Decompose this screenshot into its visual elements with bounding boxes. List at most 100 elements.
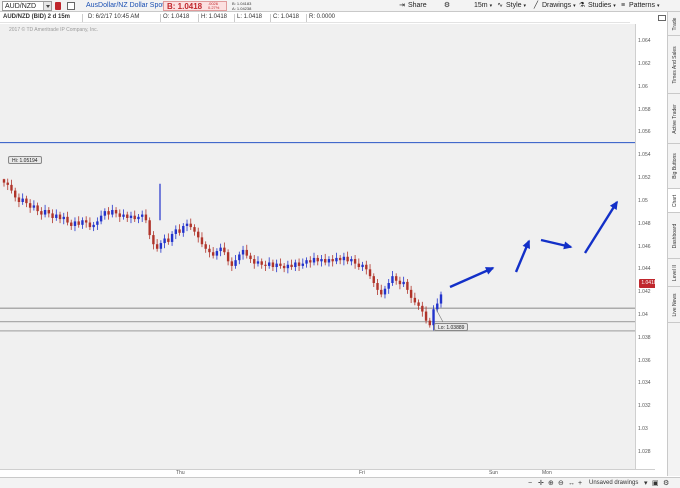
- tab-live-news[interactable]: Live News: [668, 287, 680, 323]
- candle-body: [163, 238, 166, 244]
- x-tick-label: Sun: [489, 470, 498, 476]
- pencil-icon: ╱: [533, 2, 539, 9]
- candle-body: [376, 283, 379, 290]
- divider: [198, 14, 199, 22]
- candle-body: [249, 255, 252, 260]
- y-tick-label: 1.038: [638, 334, 651, 341]
- ohlc-close: C: 1.0418: [273, 14, 300, 20]
- candle-body: [282, 265, 286, 269]
- candle-body: [96, 221, 99, 225]
- y-tick-label: 1.062: [638, 60, 651, 67]
- patterns-icon: ≡: [620, 2, 626, 9]
- arrow-head: [563, 241, 573, 250]
- studies-button[interactable]: ⚗ Studies ▾: [578, 2, 616, 9]
- candle-body: [428, 320, 431, 326]
- price-chart[interactable]: [0, 24, 635, 469]
- tab-dashboard[interactable]: Dashboard: [668, 213, 680, 259]
- time-axis[interactable]: [0, 469, 655, 477]
- candle-body: [84, 220, 88, 223]
- crosshair-toggle-icon[interactable]: +: [578, 480, 583, 487]
- ohlc-high: H: 1.0418: [201, 14, 228, 20]
- tab-chart[interactable]: Chart: [668, 189, 680, 213]
- price-axis[interactable]: [635, 24, 655, 469]
- divider: [234, 14, 235, 22]
- candle-body: [309, 260, 312, 263]
- candle-body: [245, 249, 248, 256]
- tab-trade[interactable]: Trade: [668, 12, 680, 36]
- y-tick-label: 1.046: [638, 243, 651, 250]
- candle-body: [185, 223, 189, 226]
- tab-times-and-sales[interactable]: Times And Sales: [668, 36, 680, 94]
- interval-button[interactable]: 15m ▾: [474, 2, 493, 9]
- candle-body: [253, 259, 256, 264]
- zoom-in-icon[interactable]: ⊕: [548, 480, 554, 487]
- candle-body: [383, 288, 387, 295]
- candle-body: [223, 247, 226, 253]
- crosshair-icon[interactable]: ✛: [538, 480, 544, 487]
- candle-body: [107, 211, 110, 215]
- symbol-input[interactable]: AUD/NZD: [2, 1, 52, 11]
- chart-toolbar: AUD/NZD AusDollar/NZ Dollar Spot B: 1.04…: [0, 0, 680, 12]
- candle-body: [331, 259, 334, 262]
- candle-body: [316, 257, 319, 262]
- candle-body: [129, 215, 133, 218]
- candle-body: [380, 289, 383, 295]
- candle-body: [178, 229, 181, 233]
- divider: [160, 14, 161, 22]
- candle-body: [81, 220, 84, 225]
- gear-icon[interactable]: ⚙: [663, 480, 670, 487]
- style-button[interactable]: ∿ Style ▾: [497, 2, 526, 9]
- y-tick-label: 1.032: [638, 403, 651, 410]
- chevron-down-icon[interactable]: [43, 2, 51, 10]
- candle-body: [357, 263, 361, 268]
- candle-body: [301, 263, 305, 266]
- candle-body: [398, 280, 402, 285]
- y-tick-label: 1.054: [638, 152, 651, 159]
- bid-ask-quote: B: 1.04183 A: 1.04238: [232, 1, 252, 11]
- right-gutter: [655, 24, 667, 469]
- candle-body: [159, 243, 163, 249]
- candle-body: [204, 244, 207, 249]
- chart-title: AUD/NZD (BID) 2 d 15m: [3, 14, 71, 20]
- candle-body: [260, 261, 263, 265]
- candle-body: [200, 237, 204, 245]
- tab-big-buttons[interactable]: Big Buttons: [668, 144, 680, 189]
- candle-body: [409, 289, 413, 298]
- last-price-tag: 1.0418: [639, 279, 659, 288]
- candle-body: [346, 256, 349, 262]
- drawn-arrow[interactable]: [583, 201, 619, 254]
- candle-body: [144, 214, 148, 221]
- save-icon[interactable]: ▣: [652, 480, 659, 487]
- divider: [270, 14, 271, 22]
- candle-body: [118, 213, 121, 217]
- window-icon[interactable]: [658, 15, 666, 21]
- tab-level-ii[interactable]: Level II: [668, 259, 680, 287]
- candle-body: [439, 294, 443, 304]
- settings-button[interactable]: ⚙: [443, 1, 451, 11]
- candle-body: [387, 283, 390, 289]
- share-button[interactable]: ⇥ Share: [399, 2, 427, 9]
- zoom-out-icon[interactable]: −: [528, 480, 533, 487]
- candle-body: [197, 231, 200, 238]
- tab-active-trader[interactable]: Active Trader: [668, 94, 680, 144]
- candle-body: [324, 259, 327, 263]
- y-tick-label: 1.044: [638, 266, 651, 273]
- zoom-icon[interactable]: ⊖: [558, 480, 564, 487]
- candle-body: [73, 221, 77, 226]
- pan-icon[interactable]: ↔: [568, 480, 575, 487]
- options-icon[interactable]: [67, 2, 75, 10]
- link-icon[interactable]: [55, 2, 61, 10]
- y-tick-label: 1.042: [638, 289, 651, 296]
- bid-price-box: B: 1.0418 .0026 0.27%: [163, 1, 227, 11]
- candle-body: [271, 262, 275, 268]
- candle-body: [137, 216, 140, 220]
- patterns-button[interactable]: ≡ Patterns ▾: [620, 2, 660, 9]
- candle-body: [264, 264, 267, 266]
- candle-body: [335, 257, 338, 262]
- drawn-arrow[interactable]: [449, 266, 494, 289]
- chevron-down-icon[interactable]: ▾: [644, 480, 648, 487]
- candle-body: [25, 198, 28, 204]
- drawings-button[interactable]: ╱ Drawings ▾: [533, 2, 576, 9]
- candle-body: [21, 198, 24, 202]
- candle-body: [413, 297, 417, 303]
